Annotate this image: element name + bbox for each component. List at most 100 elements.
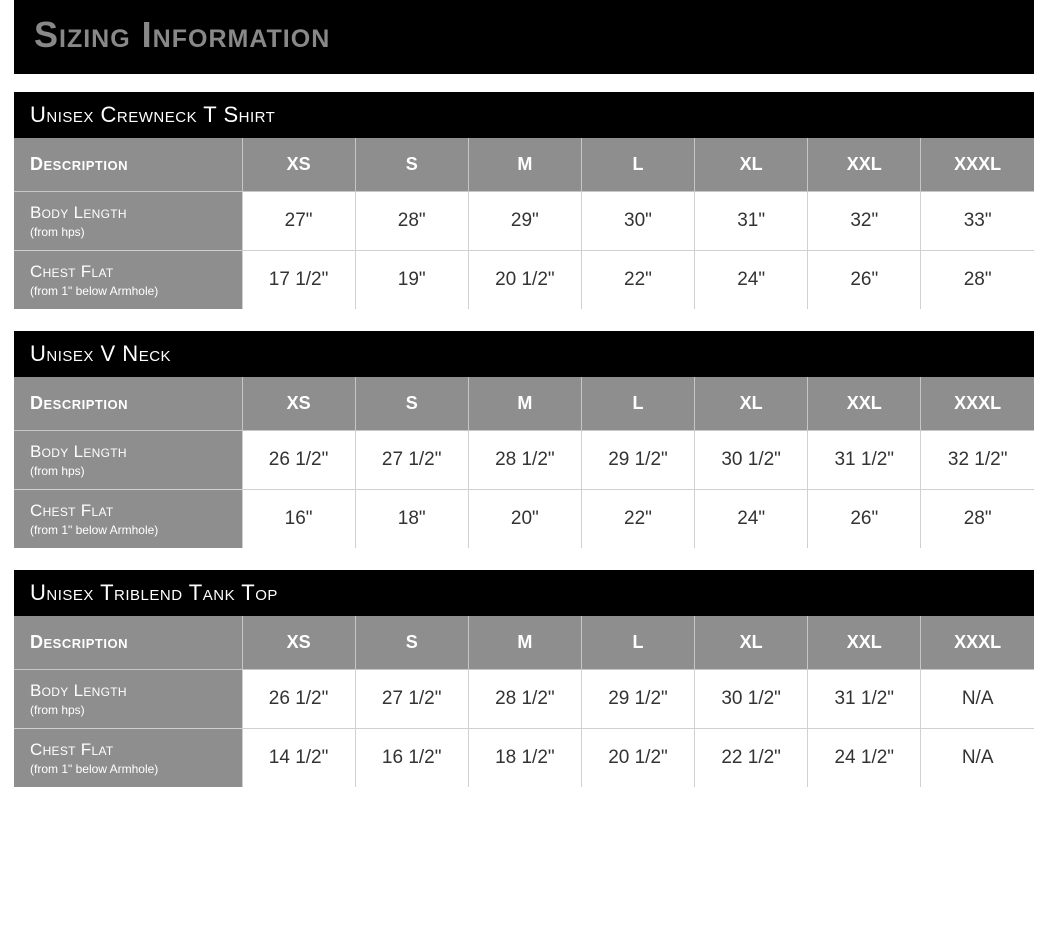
size-cell: 22" [581,490,694,549]
row-sublabel: (from 1" below Armhole) [30,523,230,537]
size-cell: N/A [921,729,1034,788]
column-header-size: M [468,616,581,670]
size-cell: 20 1/2" [581,729,694,788]
row-label: Body Length [30,442,230,462]
column-header-size: XL [695,377,808,431]
size-cell: 30" [581,192,694,251]
size-cell: 28" [921,490,1034,549]
column-header-size: S [355,616,468,670]
size-cell: 24 1/2" [808,729,921,788]
size-cell: 32 1/2" [921,431,1034,490]
row-label: Chest Flat [30,740,230,760]
size-cell: 28" [355,192,468,251]
table-header-row: DescriptionXSSMLXLXXLXXXL [14,377,1034,431]
column-header-size: L [581,616,694,670]
size-cell: 26 1/2" [242,670,355,729]
size-cell: 24" [695,490,808,549]
page-title: Sizing Information [14,0,1034,74]
size-cell: 18" [355,490,468,549]
column-header-size: S [355,138,468,192]
size-cell: 29" [468,192,581,251]
column-header-size: S [355,377,468,431]
size-cell: 20" [468,490,581,549]
row-description: Body Length(from hps) [14,670,242,729]
table-row: Chest Flat(from 1" below Armhole)16"18"2… [14,490,1034,549]
size-cell: 31" [695,192,808,251]
sizing-section: Unisex V NeckDescriptionXSSMLXLXXLXXXLBo… [14,331,1034,548]
size-cell: 16 1/2" [355,729,468,788]
column-header-size: XXXL [921,616,1034,670]
sizing-section: Unisex Crewneck T ShirtDescriptionXSSMLX… [14,92,1034,309]
size-cell: 28 1/2" [468,670,581,729]
column-header-size: XS [242,616,355,670]
size-cell: 31 1/2" [808,670,921,729]
row-description: Body Length (from hps) [14,431,242,490]
row-description: Chest Flat (from 1" below Armhole) [14,729,242,788]
table-row: Body Length (from hps) 27"28"29"30"31"32"3… [14,192,1034,251]
row-description: Chest Flat (from 1" below Armhole) [14,251,242,310]
row-label: Body Length [30,681,230,701]
size-cell: 24" [695,251,808,310]
size-cell: 14 1/2" [242,729,355,788]
sizing-table: DescriptionXSSMLXLXXLXXXLBody Length(fro… [14,138,1034,309]
column-header-size: XL [695,616,808,670]
column-header-size: L [581,138,694,192]
row-sublabel: (from 1" below Armhole) [30,762,230,776]
size-cell: 28 1/2" [468,431,581,490]
row-label: Body Length [30,203,230,223]
size-cell: 32" [808,192,921,251]
size-cell: 22" [581,251,694,310]
section-title: Unisex V Neck [14,331,1034,377]
size-cell: 26" [808,251,921,310]
column-header-size: XL [695,138,808,192]
column-header-size: XXXL [921,377,1034,431]
size-cell: 22 1/2" [695,729,808,788]
column-header-size: XS [242,138,355,192]
column-header-size: XXL [808,377,921,431]
row-label: Chest Flat [30,501,230,521]
column-header-description: Description [14,616,242,670]
column-header-description: Description [14,377,242,431]
table-row: Body Length(from hps)26 1/2"27 1/2"28 1/… [14,670,1034,729]
column-header-size: XXL [808,138,921,192]
size-cell: 16" [242,490,355,549]
table-row: Chest Flat (from 1" below Armhole) 17 1/2"… [14,251,1034,310]
sizing-section: Unisex Triblend Tank TopDescriptionXSSML… [14,570,1034,787]
size-cell: 17 1/2" [242,251,355,310]
size-cell: 27 1/2" [355,431,468,490]
size-cell: 20 1/2" [468,251,581,310]
size-cell: 30 1/2" [695,431,808,490]
row-sublabel: (from 1" below Armhole) [30,284,230,298]
size-cell: 26" [808,490,921,549]
table-header-row: DescriptionXSSMLXLXXLXXXL [14,138,1034,192]
row-label: Chest Flat [30,262,230,282]
size-cell: 29 1/2" [581,670,694,729]
row-sublabel: (from hps) [30,225,230,239]
section-title: Unisex Triblend Tank Top [14,570,1034,616]
section-title: Unisex Crewneck T Shirt [14,92,1034,138]
sizing-table: DescriptionXSSMLXLXXLXXXLBody Length(fro… [14,616,1034,787]
sizing-table: DescriptionXSSMLXLXXLXXXL Body Length (fro… [14,377,1034,548]
row-description: Chest Flat (from 1" below Armhole) [14,490,242,549]
column-header-size: XXXL [921,138,1034,192]
size-cell: 18 1/2" [468,729,581,788]
column-header-size: XXL [808,616,921,670]
table-header-row: DescriptionXSSMLXLXXLXXXL [14,616,1034,670]
column-header-size: M [468,377,581,431]
table-row: Chest Flat (from 1" below Armhole) 14 1/2"… [14,729,1034,788]
row-description: Body Length (from hps) [14,192,242,251]
size-cell: 29 1/2" [581,431,694,490]
table-row: Body Length (from hps) 26 1/2"27 1/2"28 1/… [14,431,1034,490]
size-cell: 33" [921,192,1034,251]
size-cell: 28" [921,251,1034,310]
size-cell: 19" [355,251,468,310]
row-sublabel: (from hps) [30,464,230,478]
sections-container: Unisex Crewneck T ShirtDescriptionXSSMLX… [0,92,1048,787]
column-header-size: XS [242,377,355,431]
size-cell: 30 1/2" [695,670,808,729]
size-cell: 31 1/2" [808,431,921,490]
column-header-size: L [581,377,694,431]
size-cell: 27" [242,192,355,251]
column-header-description: Description [14,138,242,192]
size-cell: 26 1/2" [242,431,355,490]
